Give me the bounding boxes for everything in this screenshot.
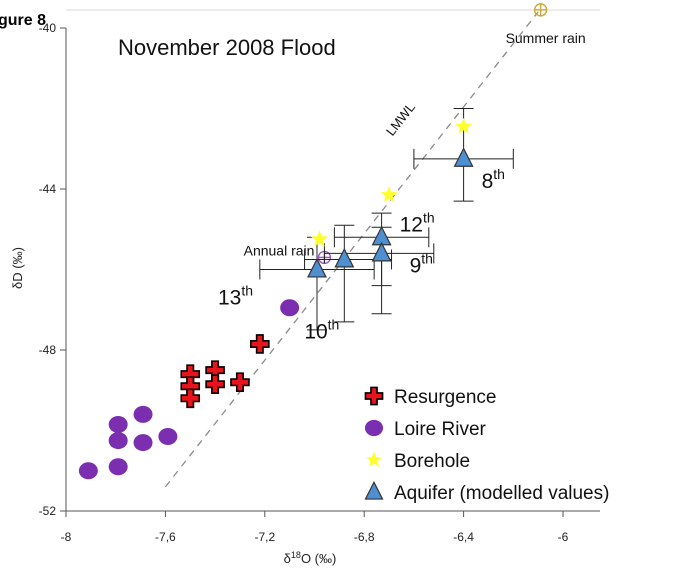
aquifer-point [307,257,327,278]
aquifer-label-number: 9 [410,254,422,277]
aquifer-label-9: 9th [410,250,433,277]
y-tick-label: -40 [39,21,57,35]
legend-label: Borehole [394,451,470,472]
aquifer-label-12: 12th [400,209,435,236]
resurgence-point [230,372,250,392]
loire-river-point [133,434,153,452]
legend-item-aquifer: Aquifer (modelled values) [364,480,609,504]
y-ticks: -52 -48 -44 -40 [39,21,66,518]
x-tick-label: -7,6 [155,530,176,544]
aquifer-label-number: 13 [218,287,241,310]
resurgence-point [180,388,201,409]
aquifer-label-suffix: th [328,316,340,332]
x-tick-label: -6,4 [453,530,474,544]
borehole-point [380,186,398,203]
x-tick-label: -6 [558,530,569,544]
chart-title: November 2008 Flood [118,35,336,60]
legend-marker-borehole [365,451,383,467]
legend-item-loire-river: Loire River [364,419,487,440]
y-tick-label: -44 [39,182,57,196]
legend-label: Resurgence [394,387,496,408]
legend-item-resurgence: Resurgence [364,386,496,408]
aquifer-label-number: 8 [482,170,494,193]
resurgence-series [180,334,270,409]
legend-label: Aquifer (modelled values) [394,483,609,504]
x-tick-label: -8 [61,530,72,544]
borehole-point [455,117,473,134]
aquifer-label-suffix: th [241,283,253,299]
legend-label: Loire River [394,419,487,440]
aquifer-label-13: 13th [218,283,253,310]
aquifer-label-suffix: th [493,166,505,182]
loire-river-series [78,299,300,480]
aquifer-label-10: 10th [304,316,339,343]
loire-river-point [158,428,178,446]
figure-label: gure 8 [0,12,46,29]
aquifer-label-number: 10 [304,320,327,343]
aquifer-label-8: 8th [482,166,505,193]
aquifer-label-suffix: th [421,250,433,266]
special-points: Summer rain Annual rain [244,3,586,265]
lmwl-line [164,11,539,488]
annual-rain-label: Annual rain [244,242,315,258]
aquifer-series [307,147,474,278]
data-series [78,117,474,480]
x-axis-title: δ18O (‰) [284,550,337,566]
x-ticks: -8 -7,6 -7,2 -6,8 -6,4 -6 [61,511,569,544]
loire-river-point [133,405,153,423]
y-tick-label: -48 [39,343,57,357]
aquifer-label-number: 12 [400,213,423,236]
legend-marker-aquifer [364,480,384,500]
aquifer-point [334,247,355,268]
y-axis-title: δD (‰) [10,247,25,289]
x-tick-label: -7,2 [254,530,275,544]
legend-item-borehole: Borehole [365,451,470,472]
x-axis-title-symbol: δ [284,551,291,566]
x-axis-title-superscript: 18 [291,550,301,560]
legend-marker-resurgence [364,386,384,406]
y-tick-label: -52 [39,504,57,518]
x-tick-label: -6,8 [354,530,375,544]
x-axis-title-rest: O (‰) [301,551,336,566]
loire-river-point [108,432,128,450]
aquifer-point [371,241,392,262]
loire-river-point [280,299,300,317]
borehole-series [310,117,473,247]
aquifer-point [453,147,474,167]
axes [65,9,600,512]
summer-rain-marker [533,3,548,17]
loire-river-point [108,415,128,433]
borehole-point [310,230,328,247]
loire-river-point [78,462,98,480]
aquifer-label-suffix: th [423,209,435,225]
legend: Resurgence Loire River Borehole Aquifer (mo… [364,386,609,504]
loire-river-point [108,458,128,476]
resurgence-point [250,334,270,354]
summer-rain-label: Summer rain [506,30,586,46]
resurgence-point [205,374,225,395]
legend-marker-loire-river [364,419,384,437]
